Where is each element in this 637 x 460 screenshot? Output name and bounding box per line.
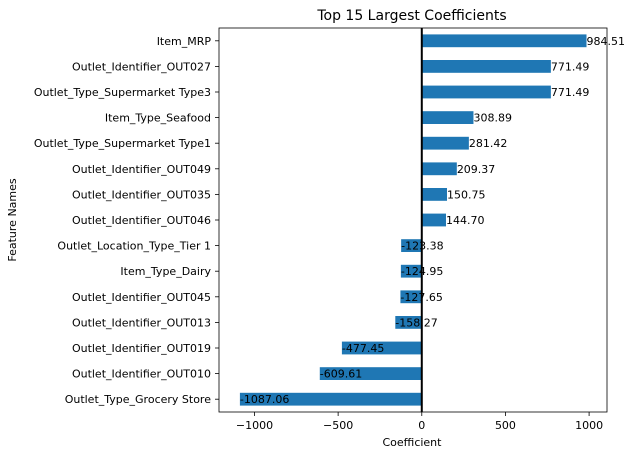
bar <box>401 239 422 252</box>
x-tick-label: 0 <box>418 419 425 432</box>
value-label: 144.70 <box>446 214 485 227</box>
y-tick-label: Outlet_Identifier_OUT019 <box>72 342 211 355</box>
value-label: 308.89 <box>473 112 512 125</box>
bars-layer <box>239 34 587 406</box>
bar <box>239 392 422 406</box>
y-tick-label: Outlet_Identifier_OUT035 <box>72 188 211 201</box>
y-tick-label: Outlet_Identifier_OUT013 <box>72 316 211 329</box>
y-tick-label: Outlet_Location_Type_Tier 1 <box>57 240 211 253</box>
x-axis-label: Coefficient <box>383 436 443 449</box>
x-tick-label: 1000 <box>575 419 603 432</box>
y-tick-label: Item_Type_Dairy <box>120 265 211 278</box>
bar <box>421 213 446 227</box>
x-tick-label: −1000 <box>236 419 273 432</box>
value-label: 150.75 <box>447 188 486 201</box>
bar <box>421 136 469 150</box>
bar <box>421 188 448 201</box>
y-tick-label: Item_Type_Seafood <box>105 112 211 125</box>
value-label: -609.61 <box>320 368 362 381</box>
y-tick-label: Outlet_Type_Supermarket Type1 <box>34 137 211 150</box>
bar <box>395 316 422 329</box>
value-label: 771.49 <box>551 86 590 99</box>
bar <box>421 162 457 176</box>
bar <box>319 367 422 380</box>
plot-frame <box>218 27 608 413</box>
bar <box>341 341 422 355</box>
value-label: -1087.06 <box>240 393 289 406</box>
y-tick-label: Outlet_Identifier_OUT045 <box>72 291 211 304</box>
x-ticks: −1000 −500 0 500 1000 <box>236 412 603 432</box>
x-tick-label: −500 <box>323 419 353 432</box>
bar <box>421 34 587 48</box>
bar <box>421 85 551 99</box>
y-tick-label: Outlet_Type_Grocery Store <box>65 393 212 406</box>
value-label: 281.42 <box>469 137 508 150</box>
bar <box>421 60 551 73</box>
y-axis-label: Feature Names <box>6 178 19 262</box>
value-label: 984.51 <box>587 35 626 48</box>
x-tick-label: 500 <box>495 419 516 432</box>
y-tick-label: Outlet_Identifier_OUT046 <box>72 214 211 227</box>
y-tick-labels: Item_MRP Outlet_Identifier_OUT027 Outlet_T… <box>34 35 219 406</box>
y-tick-label: Outlet_Identifier_OUT027 <box>72 60 211 73</box>
value-label: -477.45 <box>342 342 384 355</box>
value-label: 771.49 <box>551 60 590 73</box>
y-tick-label: Outlet_Identifier_OUT049 <box>72 163 211 176</box>
y-tick-label: Outlet_Type_Supermarket Type3 <box>34 86 211 99</box>
bar <box>421 111 474 124</box>
chart-title: Top 15 Largest Coefficients <box>316 8 506 24</box>
value-label: 209.37 <box>457 163 496 176</box>
bar <box>400 264 422 278</box>
y-tick-label: Item_MRP <box>157 35 212 48</box>
y-tick-label: Outlet_Identifier_OUT010 <box>72 368 211 381</box>
value-label: -158.27 <box>395 316 437 329</box>
bar <box>400 290 422 304</box>
